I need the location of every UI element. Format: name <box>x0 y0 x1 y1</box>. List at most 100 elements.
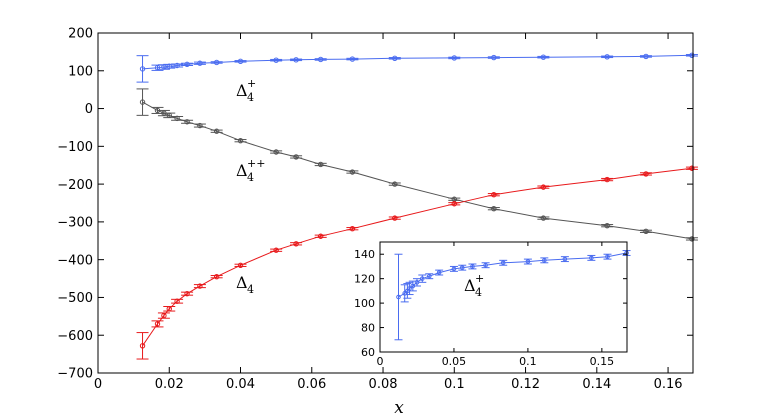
main-y-tick-label: 0 <box>85 102 93 117</box>
inset-point-d4plus <box>562 256 568 262</box>
main-errorbar-d4pp <box>601 224 614 228</box>
main-series-d4pp <box>136 88 698 242</box>
inset-point-d4plus <box>436 270 442 275</box>
main-point-d4 <box>293 241 299 247</box>
main-point-d4pp <box>643 228 649 235</box>
main-point-d4 <box>317 233 324 239</box>
main-series-d4plus <box>136 52 698 83</box>
main-errorbar-d4plus <box>314 58 327 61</box>
main-point-d4plus <box>184 61 190 68</box>
inset-point-d4plus <box>459 265 465 270</box>
main-errorbar-d4pp <box>487 207 500 211</box>
svg-text:+: + <box>475 272 484 285</box>
main-point-d4plus <box>237 58 244 65</box>
main-errorbar-d4pp <box>136 88 149 116</box>
main-point-d4pp <box>317 161 324 168</box>
main-x-tick-label: 0.16 <box>654 377 683 392</box>
inset-y-tick-label: 80 <box>361 322 375 335</box>
main-series-d4 <box>136 165 698 360</box>
main-errorbar-d4 <box>639 172 652 176</box>
main-errorbar-d4plus <box>685 54 698 57</box>
main-errorbar-d4 <box>388 216 401 220</box>
main-errorbar-d4pp <box>234 139 247 143</box>
main-point-d4 <box>139 343 146 349</box>
inset-point-d4plus <box>542 258 547 263</box>
main-point-d4pp <box>237 137 244 144</box>
svg-text:4: 4 <box>247 171 254 184</box>
main-errorbar-d4 <box>181 291 194 296</box>
main-point-d4 <box>154 321 161 327</box>
inset-point-d4plus <box>402 291 408 296</box>
svg-text:Δ: Δ <box>236 273 248 292</box>
main-errorbar-d4 <box>346 227 359 231</box>
main-point-d4plus <box>213 59 220 66</box>
main-x-tick-label: 0.06 <box>297 377 326 392</box>
main-point-d4plus <box>689 52 695 58</box>
main-y-tick-label: −200 <box>57 178 93 193</box>
main-x-tick-label: 0.1 <box>444 377 465 392</box>
inset-series-d4plus <box>394 250 631 341</box>
main-point-d4 <box>349 225 356 232</box>
inset-point-d4plus <box>396 294 401 300</box>
inset-x-tick-label: 0.1 <box>519 355 537 368</box>
main-point-d4pp <box>213 128 220 134</box>
main-errorbar-d4pp <box>639 229 652 233</box>
main-point-d4 <box>197 283 203 289</box>
main-y-tick-label: 100 <box>68 64 93 79</box>
svg-text:+: + <box>247 77 256 90</box>
inset-errorbar-d4plus <box>412 278 421 287</box>
main-point-d4pp <box>689 236 695 242</box>
main-point-d4pp <box>491 205 497 212</box>
main-errorbar-d4plus <box>136 55 149 83</box>
main-errorbar-d4plus <box>181 62 194 66</box>
main-point-d4 <box>540 184 547 190</box>
main-point-d4pp <box>184 119 190 125</box>
main-errorbar-d4plus <box>537 55 550 59</box>
main-errorbar-d4plus <box>234 60 247 63</box>
main-point-d4pp <box>166 112 172 119</box>
x-axis-title: x <box>394 398 404 418</box>
main-point-d4pp <box>197 122 203 129</box>
inset-y-tick-label: 120 <box>354 273 375 286</box>
inset-x-tick-label: 0.15 <box>590 355 615 368</box>
main-errorbar-d4 <box>270 248 283 252</box>
main-point-d4 <box>451 201 457 207</box>
inset-errorbar-d4plus <box>394 253 403 341</box>
main-y-tick-label: 200 <box>68 27 93 42</box>
inset-plot: 0 0.05 0.1 0.15 140 120 100 80 60 Δ 4+ <box>354 241 631 368</box>
main-point-d4 <box>237 262 244 269</box>
main-point-d4pp <box>392 181 398 187</box>
main-point-d4 <box>174 298 180 304</box>
main-errorbar-d4pp <box>388 182 401 186</box>
main-errorbar-d4pp <box>448 197 461 201</box>
main-line-d4pp <box>142 101 692 240</box>
inset-label-d4plus: Δ 4+ <box>464 272 484 299</box>
svg-text:4: 4 <box>475 286 482 299</box>
main-errorbar-d4 <box>171 298 184 304</box>
main-point-d4pp <box>139 99 146 105</box>
inset-y-tick-label: 140 <box>354 248 375 261</box>
main-x-tick-label: 0.02 <box>155 377 184 392</box>
main-errorbar-d4plus <box>270 58 283 62</box>
main-y-tick-label: −400 <box>57 253 93 268</box>
main-errorbar-d4pp <box>685 237 698 241</box>
inset-point-d4plus <box>605 254 610 259</box>
inset-point-d4plus <box>589 255 594 261</box>
main-point-d4plus <box>139 66 146 72</box>
main-x-tick-label: 0.14 <box>582 377 611 392</box>
main-point-d4plus <box>392 55 398 62</box>
main-errorbar-d4 <box>487 193 500 197</box>
inset-point-d4plus <box>483 262 488 268</box>
main-errorbar-d4 <box>448 202 461 206</box>
inset-point-d4plus <box>451 266 457 272</box>
main-point-d4plus <box>154 65 161 71</box>
main-x-tick-label: 0.04 <box>226 377 255 392</box>
main-point-d4plus <box>643 53 649 60</box>
main-errorbar-d4plus <box>639 55 652 58</box>
main-errorbar-d4plus <box>601 55 614 59</box>
main-point-d4plus <box>540 54 547 60</box>
main-axes-frame <box>97 32 694 374</box>
main-plot: 0 0.02 0.04 0.06 0.08 0.1 0.12 0.14 0.162001000−… <box>57 27 698 418</box>
main-errorbar-d4 <box>537 185 550 189</box>
